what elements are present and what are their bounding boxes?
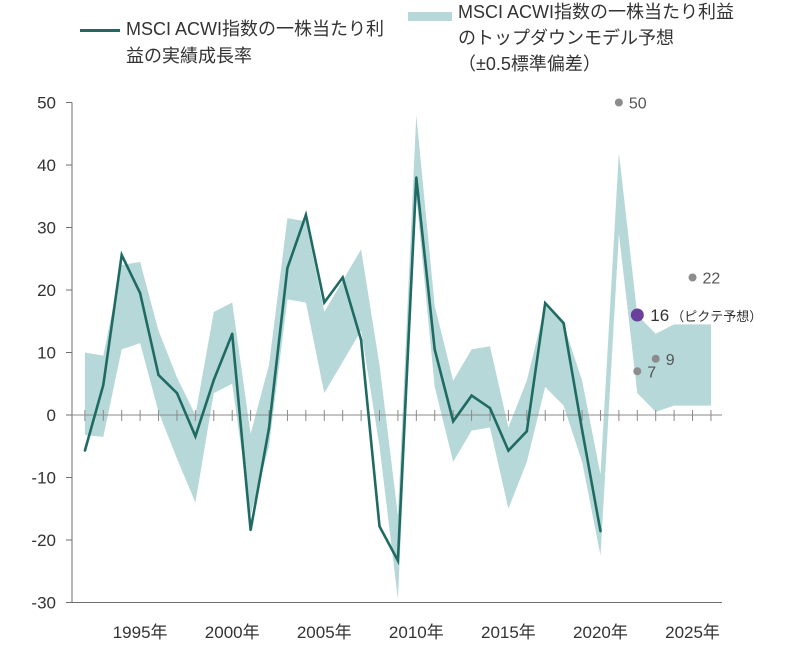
y-tick-label: -10 <box>31 469 56 488</box>
point-value-label: 9 <box>666 352 675 369</box>
actual-growth-point <box>507 449 510 452</box>
actual-growth-point <box>175 391 179 395</box>
actual-growth-point <box>359 338 363 342</box>
legend-label-forecast: MSCI ACWI指数の一株当たり利益のトップダウンモデル予想 <box>458 2 735 48</box>
actual-growth-point <box>286 266 289 270</box>
y-tick-label: -30 <box>31 594 56 613</box>
x-tick-label: 2015年 <box>481 623 536 642</box>
actual-series <box>83 176 602 566</box>
actual-growth-point <box>544 301 547 305</box>
actual-growth-point <box>378 525 381 528</box>
actual-growth-point <box>120 253 123 257</box>
actual-growth-point <box>470 394 473 397</box>
point-label: 22 <box>703 271 721 288</box>
y-tick-label: -20 <box>31 531 56 550</box>
actual-growth-point <box>580 428 584 432</box>
forecast-band-area <box>84 115 711 600</box>
actual-growth-point <box>230 332 234 335</box>
forecast-points: 50 16 （ピクテ予想） 79 22 <box>614 96 762 381</box>
point-note-label: （ピクテ予想） <box>671 309 762 324</box>
forecast-point <box>688 273 697 282</box>
pictet-forecast-point <box>630 308 644 322</box>
point-value-label: 22 <box>703 271 721 288</box>
legend-label-actual: MSCI ACWI指数の一株当たり利益の実績成長率 <box>126 19 385 66</box>
y-tick-label: 0 <box>47 406 56 425</box>
actual-growth-point <box>249 528 252 532</box>
point-label: 16 （ピクテ予想） <box>650 306 762 325</box>
actual-growth-point <box>525 430 529 433</box>
x-tick-label: 2025年 <box>665 623 720 642</box>
axes: 50 40 30 20 10 0 -10 -20 -30 1995年 2000年 2005年 2010年… <box>31 94 722 642</box>
actual-growth-point <box>433 348 436 351</box>
legend-swatch-band <box>408 12 452 21</box>
x-tick-label: 2005年 <box>297 623 352 642</box>
actual-growth-point <box>304 213 308 217</box>
actual-growth-point <box>415 176 418 179</box>
legend-swatch-line <box>80 28 120 32</box>
actual-growth-point <box>341 276 344 279</box>
actual-growth-point <box>599 530 602 533</box>
actual-growth-point <box>212 378 215 382</box>
y-tick-label: 40 <box>37 156 56 175</box>
x-tick-label: 2020年 <box>573 623 628 642</box>
actual-growth-point <box>488 406 492 410</box>
point-label: 50 <box>629 96 647 113</box>
y-tick-label: 20 <box>37 281 56 300</box>
actual-growth-point <box>157 373 160 377</box>
y-tick-label: 10 <box>37 344 56 363</box>
y-tick-label: 30 <box>37 219 56 238</box>
point-value-label: 7 <box>647 364 656 381</box>
forecast-point <box>614 98 623 107</box>
x-tick-label: 2000年 <box>205 623 260 642</box>
actual-growth-point <box>83 449 87 452</box>
actual-growth-point <box>194 435 197 438</box>
y-tick-label: 50 <box>37 94 56 113</box>
actual-growth-point <box>138 291 142 295</box>
forecast-band <box>84 115 711 600</box>
actual-growth-point <box>102 383 105 387</box>
point-label: 7 <box>647 364 656 381</box>
actual-growth-point <box>451 420 455 423</box>
actual-growth-point <box>562 321 565 325</box>
actual-growth-point <box>323 301 326 304</box>
legend-label-forecast-note: （±0.5標準偏差） <box>458 54 601 74</box>
point-value-label: 50 <box>629 96 647 113</box>
x-tick-label: 2010年 <box>389 623 444 642</box>
actual-growth-point <box>267 426 271 430</box>
legend-label-forecast-block: MSCI ACWI指数の一株当たり利益のトップダウンモデル予想 （±0.5標準偏… <box>458 0 750 77</box>
x-tick-label: 1995年 <box>113 623 168 642</box>
forecast-point <box>651 354 660 363</box>
forecast-point <box>633 367 642 376</box>
point-value-label: 16 <box>650 306 669 325</box>
actual-growth-point <box>396 559 400 562</box>
point-label: 9 <box>666 352 675 369</box>
